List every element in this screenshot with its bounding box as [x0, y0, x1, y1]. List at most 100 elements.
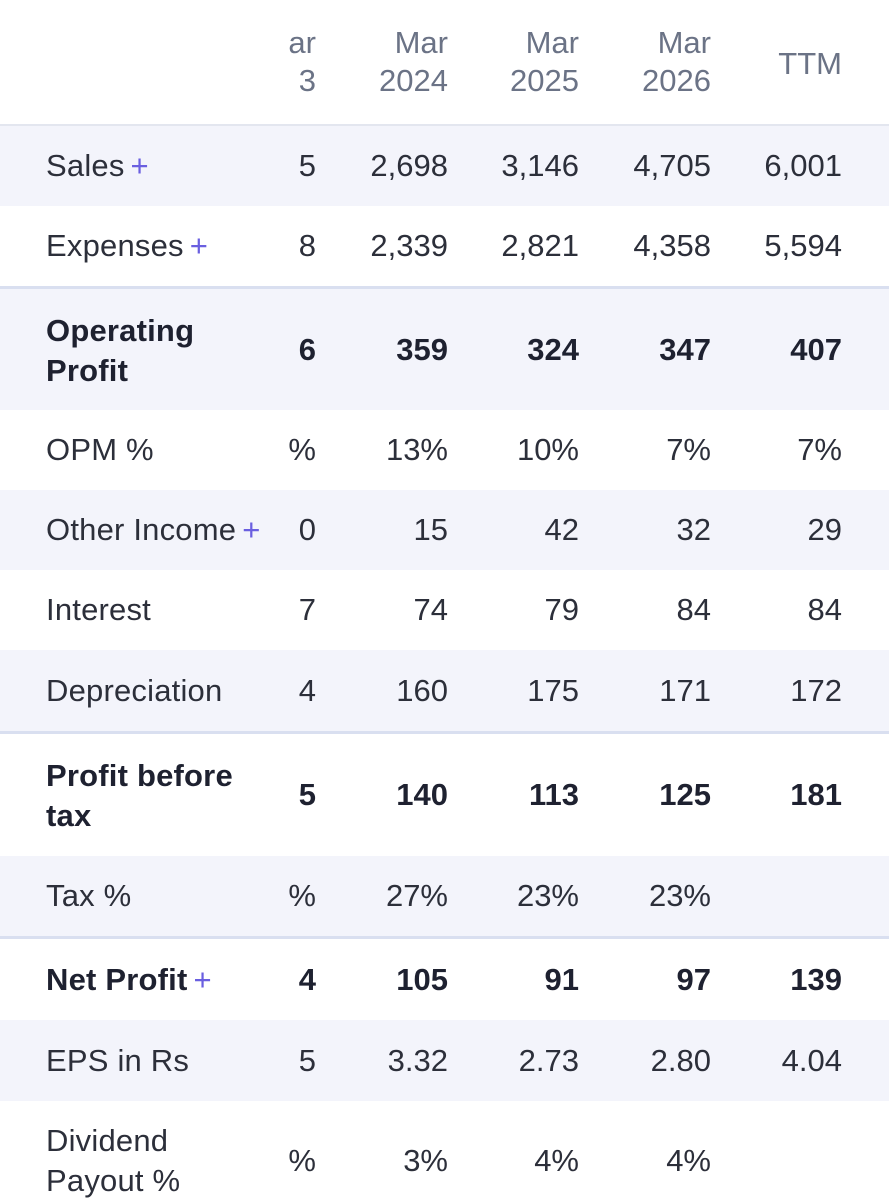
table-cell: 2.73 [518, 1043, 579, 1078]
table-cell: 4.04 [781, 1043, 842, 1078]
table-cell: 5,594 [764, 228, 842, 263]
row-label-line: Dividend [46, 1123, 169, 1158]
table-cell: 2,821 [501, 228, 579, 263]
table-cell: % [288, 878, 316, 913]
table-cell: 7% [666, 432, 711, 467]
table-cell: 171 [659, 673, 711, 708]
header-year: 2026 [642, 63, 711, 98]
row-label: Tax % [46, 878, 132, 913]
row-label-text: Expenses [46, 228, 184, 263]
expand-plus-icon[interactable]: + [193, 962, 212, 997]
table-cell: 84 [676, 592, 711, 627]
expand-plus-icon[interactable]: + [130, 148, 149, 183]
table-cell: 5 [298, 777, 316, 812]
table-cell: 13% [385, 432, 448, 467]
table-cell: 3,146 [501, 148, 579, 183]
table-cell: % [288, 432, 316, 467]
row-label-line: Payout % [46, 1163, 181, 1198]
table-cell: 5 [298, 148, 316, 183]
table-row-interest: Interest 7 74 79 84 84 [0, 570, 889, 650]
table-cell: 140 [396, 777, 448, 812]
table-cell: 4 [298, 673, 316, 708]
table-cell: 113 [528, 777, 579, 812]
table-cell: 4% [534, 1143, 579, 1178]
table-cell: 4,705 [633, 148, 711, 183]
table-cell: 10% [516, 432, 579, 467]
table-cell: 42 [544, 512, 579, 547]
table-row-expenses[interactable]: Expenses + 8 2,339 2,821 4,358 5,594 [0, 206, 889, 286]
table-row-tax: Tax % % 27% 23% 23% [0, 856, 889, 936]
row-label: Sales + [46, 146, 296, 186]
table-cell: 15 [413, 512, 448, 547]
table-cell: 359 [396, 332, 448, 367]
row-label: OPM % [46, 432, 154, 467]
table-cell: 347 [659, 332, 711, 367]
table-cell: 84 [807, 592, 842, 627]
table-row-eps: EPS in Rs 5 3.32 2.73 2.80 4.04 [0, 1020, 889, 1101]
header-col-ttm: TTM [778, 46, 842, 81]
table-cell: 3% [403, 1143, 448, 1178]
table-row-operating-profit: Operating Profit 6 359 324 347 407 [0, 289, 889, 410]
table-cell: 23% [648, 878, 711, 913]
table-cell: 6,001 [764, 148, 842, 183]
table-cell: 407 [790, 332, 842, 367]
row-label-text: Sales [46, 148, 125, 183]
table-cell: 181 [790, 777, 842, 812]
row-label: Operating Profit [46, 311, 296, 391]
row-label: EPS in Rs [46, 1043, 190, 1078]
table-cell: % [288, 1143, 316, 1178]
table-cell: 4 [298, 962, 316, 997]
row-divider [0, 286, 889, 289]
table-cell: 5 [298, 1043, 316, 1078]
expand-plus-icon[interactable]: + [242, 512, 261, 547]
table-cell: 6 [298, 332, 316, 367]
row-label: Dividend Payout % [46, 1121, 296, 1200]
table-cell: 7% [797, 432, 842, 467]
row-label: Interest [46, 592, 151, 627]
header-col-partial: ar 3 [256, 24, 316, 100]
row-label: Net Profit + [46, 960, 296, 1000]
table-cell: 4% [666, 1143, 711, 1178]
table-cell: 8 [298, 228, 316, 263]
row-label-line: tax [46, 798, 92, 833]
table-cell: 4,358 [633, 228, 711, 263]
row-divider [0, 936, 889, 939]
table-row-sales[interactable]: Sales + 5 2,698 3,146 4,705 6,001 [0, 126, 889, 206]
table-cell: 175 [527, 673, 579, 708]
header-year: 2024 [379, 63, 448, 98]
table-cell: 91 [544, 962, 579, 997]
table-cell: 32 [676, 512, 711, 547]
row-label-line: Profit before [46, 758, 233, 793]
table-row-profit-before-tax: Profit before tax 5 140 113 125 181 [0, 734, 889, 856]
table-row-depreciation: Depreciation 4 160 175 171 172 [0, 650, 889, 731]
table-cell: 2,339 [370, 228, 448, 263]
table-cell: 125 [659, 777, 711, 812]
row-label: Other Income + [46, 510, 306, 550]
row-label: Depreciation [46, 673, 223, 708]
table-cell: 324 [527, 332, 579, 367]
table-cell: 7 [298, 592, 316, 627]
row-divider [0, 731, 889, 734]
row-label: Profit before tax [46, 756, 296, 836]
table-cell: 0 [298, 512, 316, 547]
row-label-text: Net Profit [46, 962, 188, 997]
table-cell: 29 [807, 512, 842, 547]
header-year: 2025 [510, 63, 579, 98]
table-row-other-income[interactable]: Other Income + 0 15 42 32 29 [0, 490, 889, 570]
table-row-dividend-payout: Dividend Payout % % 3% 4% 4% [0, 1101, 889, 1200]
table-cell: 139 [790, 962, 842, 997]
table-cell: 3.32 [387, 1043, 448, 1078]
table-cell: 172 [790, 673, 842, 708]
table-cell: 97 [676, 962, 711, 997]
header-col-mar-2025: Mar 2025 [439, 24, 579, 100]
table-row-net-profit[interactable]: Net Profit + 4 105 91 97 139 [0, 939, 889, 1020]
row-label-line: Profit [46, 353, 129, 388]
table-cell: 2.80 [650, 1043, 711, 1078]
row-label: Expenses + [46, 226, 296, 266]
header-col-partial-line1: ar [288, 25, 316, 60]
header-col-mar-2024: Mar 2024 [308, 24, 448, 100]
row-label-text: Other Income [46, 512, 237, 547]
expand-plus-icon[interactable]: + [189, 228, 209, 263]
header-month: Mar [394, 25, 448, 60]
